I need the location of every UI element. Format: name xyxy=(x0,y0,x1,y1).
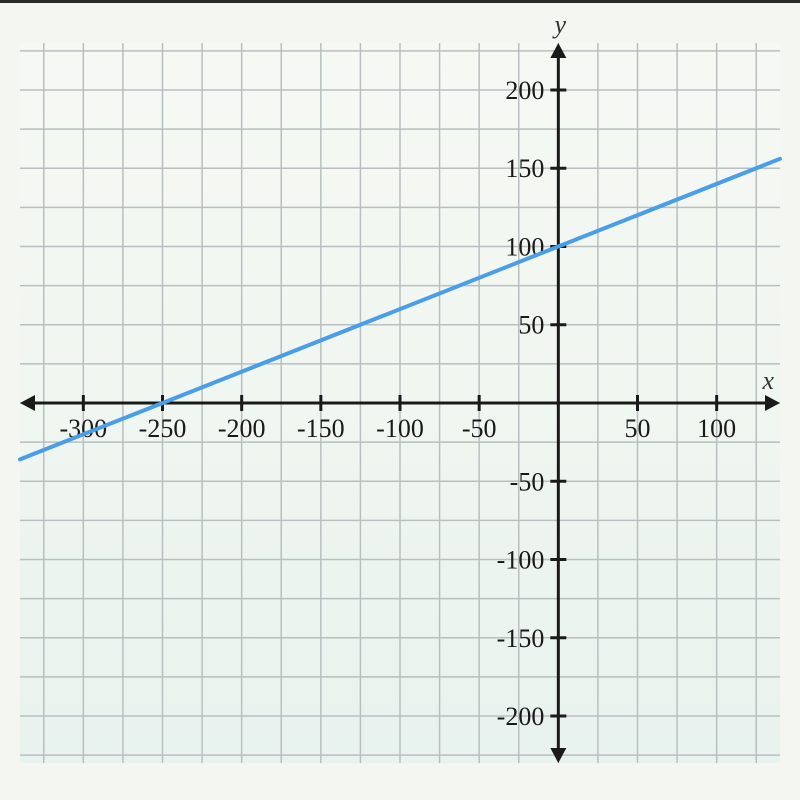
chart-frame: -300-250-200-150-100-5050100-200-150-100… xyxy=(0,0,800,800)
y-axis-label: y xyxy=(552,10,567,39)
x-tick-label: -250 xyxy=(139,414,187,443)
y-tick-label: 200 xyxy=(505,76,544,105)
x-tick-label: -150 xyxy=(297,414,345,443)
plot-area: -300-250-200-150-100-5050100-200-150-100… xyxy=(20,43,780,763)
y-tick-label: 100 xyxy=(505,232,544,261)
y-tick-label: 150 xyxy=(505,154,544,183)
x-tick-label: -50 xyxy=(462,414,497,443)
y-tick-label: -150 xyxy=(497,624,545,653)
x-axis-label: x xyxy=(761,366,774,395)
x-tick-label: -200 xyxy=(218,414,266,443)
chart-svg: -300-250-200-150-100-5050100-200-150-100… xyxy=(20,43,780,763)
axis-arrow xyxy=(765,395,780,411)
y-tick-label: -100 xyxy=(497,546,545,575)
x-tick-label: 50 xyxy=(625,414,651,443)
y-tick-label: 50 xyxy=(518,311,544,340)
axis-arrow xyxy=(20,395,35,411)
y-tick-label: -200 xyxy=(497,702,545,731)
x-tick-label: 100 xyxy=(697,414,736,443)
x-tick-label: -100 xyxy=(376,414,424,443)
y-tick-label: -50 xyxy=(510,467,545,496)
